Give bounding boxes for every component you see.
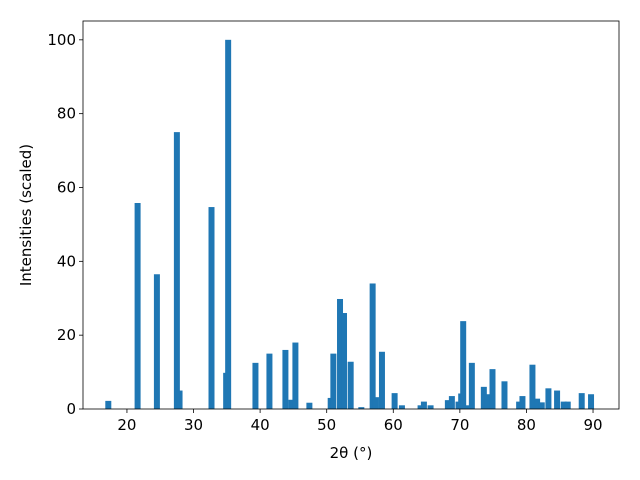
y-tick-label: 20	[57, 326, 76, 344]
x-tick-label: 60	[384, 416, 403, 434]
x-tick-label: 90	[583, 416, 602, 434]
bar	[560, 401, 567, 409]
bar	[176, 390, 183, 409]
bar	[378, 351, 385, 409]
bar	[134, 203, 141, 409]
bar	[489, 369, 496, 409]
bar	[153, 274, 160, 409]
bar	[534, 398, 541, 409]
bar	[516, 401, 523, 409]
bar	[501, 381, 508, 409]
bar	[578, 393, 585, 409]
bar	[420, 401, 427, 409]
plot-frame	[82, 20, 620, 410]
bar	[480, 386, 487, 409]
x-tick-label: 20	[117, 416, 136, 434]
bar	[554, 390, 561, 409]
bar	[391, 393, 398, 409]
x-tick-label: 40	[251, 416, 270, 434]
x-tick-label: 50	[317, 416, 336, 434]
bar	[225, 39, 232, 409]
bar	[358, 407, 365, 409]
bar	[519, 396, 526, 409]
bar	[347, 361, 354, 409]
y-tick-label: 0	[66, 400, 76, 418]
bar	[464, 405, 471, 409]
bar	[538, 402, 545, 409]
bar	[330, 353, 337, 409]
bar	[398, 405, 405, 409]
bar	[588, 394, 595, 409]
bar	[444, 400, 451, 409]
bar	[292, 342, 299, 409]
bar	[369, 283, 376, 409]
x-axis-label: 2θ (°)	[330, 444, 373, 462]
bar	[484, 394, 491, 409]
bar	[173, 132, 180, 409]
x-tick-label: 70	[450, 416, 469, 434]
y-axis-label: Intensities (scaled)	[17, 144, 35, 286]
x-tick-label: 30	[184, 416, 203, 434]
bar	[208, 207, 215, 409]
bar	[266, 353, 273, 409]
bar	[448, 396, 455, 409]
bar	[252, 362, 259, 409]
bar	[288, 399, 295, 409]
bar	[427, 405, 434, 409]
bar	[306, 402, 313, 409]
y-tick-label: 100	[47, 31, 76, 49]
bar	[564, 401, 571, 409]
bar	[282, 349, 289, 409]
bar	[460, 321, 467, 409]
bar	[545, 388, 552, 409]
x-tick-label: 80	[517, 416, 536, 434]
bar	[372, 397, 379, 409]
y-tick-label: 60	[57, 178, 76, 196]
bar	[105, 400, 112, 409]
y-tick-label: 80	[57, 105, 76, 123]
bar	[337, 298, 344, 409]
bar	[468, 362, 475, 409]
bar	[417, 405, 424, 409]
bar	[529, 364, 536, 409]
y-tick-label: 40	[57, 252, 76, 270]
bar	[341, 313, 348, 409]
